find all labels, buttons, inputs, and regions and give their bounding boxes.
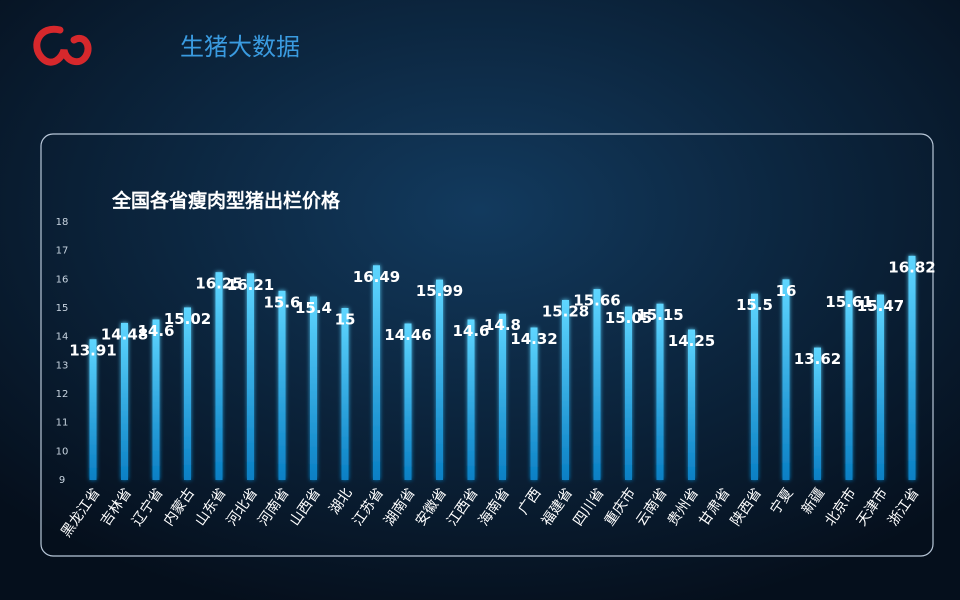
bar: [625, 306, 632, 480]
bar: [562, 299, 569, 480]
y-tick-label: 10: [56, 446, 69, 457]
value-label: 15.4: [295, 299, 332, 317]
value-label: 16.25: [195, 275, 242, 293]
bar: [908, 255, 916, 480]
bar: [373, 265, 380, 480]
bar: [688, 329, 695, 480]
value-label: 16.49: [353, 268, 400, 286]
value-label: 14.46: [384, 326, 431, 344]
value-label: 16: [776, 282, 797, 300]
value-label: 15.66: [573, 292, 620, 310]
y-tick-label: 18: [56, 217, 69, 228]
logo: [33, 25, 92, 66]
y-tick-label: 12: [56, 389, 69, 400]
value-label: 15.6: [263, 293, 300, 311]
value-label: 15.47: [857, 297, 904, 315]
header-title: 生猪大数据: [180, 33, 300, 61]
y-tick-label: 14: [56, 332, 69, 343]
value-label: 14.8: [484, 316, 521, 334]
bar: [499, 313, 506, 480]
y-tick-label: 9: [59, 475, 65, 486]
bar: [751, 293, 758, 480]
bar: [656, 303, 664, 480]
bar: [278, 290, 286, 480]
bar: [184, 307, 191, 480]
bar: [247, 273, 254, 480]
value-label: 16.21: [227, 276, 274, 294]
bar: [814, 347, 821, 480]
value-label: 15: [335, 311, 356, 329]
value-label: 13.62: [794, 350, 841, 368]
bar: [310, 296, 317, 480]
value-label: 15.02: [164, 310, 211, 328]
bar: [215, 272, 223, 480]
bar: [89, 339, 97, 480]
value-label: 14.32: [510, 330, 557, 348]
value-label: 15.5: [736, 296, 773, 314]
panel: [40, 133, 934, 557]
value-label: 14.6: [452, 322, 489, 340]
y-tick-label: 17: [56, 246, 69, 257]
y-tick-label: 11: [56, 418, 69, 429]
y-tick-label: 15: [56, 303, 69, 314]
bar: [877, 294, 884, 480]
value-label: 13.91: [69, 342, 116, 360]
bar: [404, 323, 412, 480]
value-label: 16.82: [888, 258, 935, 276]
bar: [152, 319, 160, 480]
value-label: 14.6: [137, 322, 174, 340]
bar: [467, 319, 475, 480]
value-label: 15.61: [825, 293, 872, 311]
y-tick-label: 16: [56, 274, 69, 285]
bar: [782, 279, 790, 480]
bar: [436, 279, 443, 480]
bar: [845, 290, 853, 480]
bar: [593, 289, 601, 480]
bar: [121, 322, 128, 480]
value-label: 14.48: [101, 325, 148, 343]
value-label: 14.25: [668, 332, 715, 350]
value-label: 15.28: [542, 302, 589, 320]
value-label: 15.05: [605, 309, 652, 327]
value-label: 15.15: [636, 306, 683, 324]
bar: [530, 327, 538, 480]
value-label: 15.99: [416, 282, 463, 300]
y-tick-label: 13: [56, 360, 69, 371]
bar: [341, 308, 349, 480]
chart-title: 全国各省瘦肉型猪出栏价格: [111, 189, 341, 212]
